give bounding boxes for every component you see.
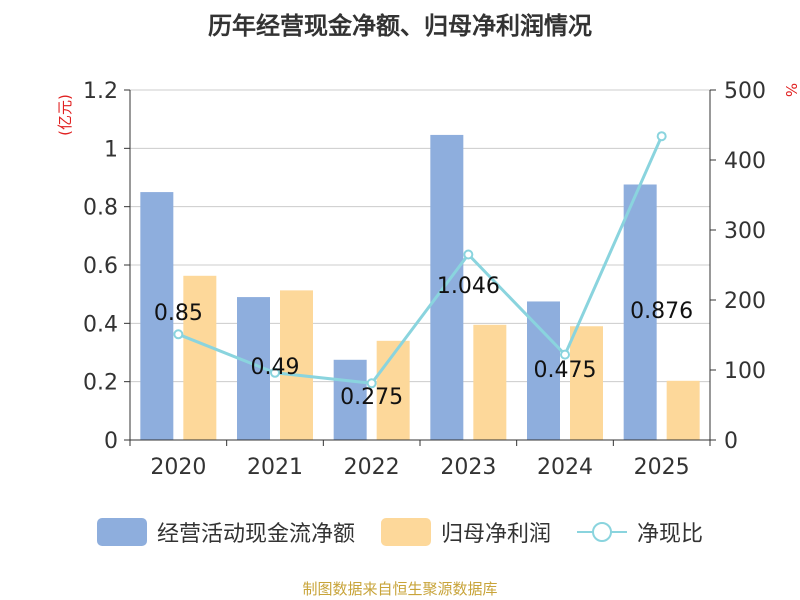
x-axis-tick-label: 2021 (247, 455, 303, 480)
data-label-cashflow-2025: 0.876 (630, 299, 693, 324)
data-label-cashflow-2023: 1.046 (437, 274, 500, 299)
legend-label-ratio: 净现比 (637, 522, 704, 547)
legend: 经营活动现金流净额 归母净利润 净现比 (0, 516, 800, 548)
left-axis-tick-label: 1.2 (83, 79, 118, 104)
left-axis-unit-label: (亿元) (56, 94, 74, 136)
data-label-cashflow-2022: 0.275 (340, 385, 403, 410)
left-axis-tick-label: 0.6 (83, 254, 118, 279)
data-label-cashflow-2020: 0.85 (154, 301, 203, 326)
right-axis-tick-label: 200 (724, 289, 766, 314)
x-axis-tick-label: 2020 (150, 455, 206, 480)
x-axis-tick-label: 2025 (634, 455, 690, 480)
legend-item-net-profit[interactable]: 归母净利润 (380, 516, 551, 548)
x-axis-tick-label: 2024 (537, 455, 593, 480)
point-ratio-2024 (560, 349, 570, 360)
bar-net-profit-2020 (183, 275, 217, 440)
bar-cashflow-2024 (527, 301, 560, 440)
bar-net-profit-2023 (473, 324, 507, 440)
data-label-cashflow-2021: 0.49 (251, 355, 300, 380)
x-axis-tick-label: 2022 (344, 455, 400, 480)
left-axis-tick-label: 0.4 (83, 312, 118, 337)
point-ratio-2023 (463, 249, 474, 260)
right-axis-tick-label: 500 (724, 79, 766, 104)
right-axis-tick-label: 400 (724, 149, 766, 174)
point-ratio-2025 (656, 131, 667, 142)
point-ratio-2022 (366, 378, 377, 389)
bar-net-profit-2021 (280, 290, 313, 440)
left-axis-tick-label: 0 (104, 429, 118, 454)
right-axis-unit-label: % (782, 83, 800, 97)
point-ratio-2021 (270, 367, 280, 378)
bar-cashflow-2025 (623, 184, 657, 440)
chart-title: 历年经营现金净额、归母净利润情况 (208, 12, 592, 40)
line-ratio (177, 135, 664, 385)
legend-label-net-profit: 归母净利润 (440, 522, 551, 547)
legend-item-cashflow[interactable]: 经营活动现金流净额 (96, 516, 355, 548)
legend-label-cashflow: 经营活动现金流净额 (156, 522, 355, 547)
legend-swatch-cashflow (96, 518, 147, 546)
legend-item-ratio[interactable]: 净现比 (577, 516, 703, 548)
point-ratio-2020 (173, 329, 184, 340)
bar-cashflow-2023 (430, 134, 464, 440)
x-axis-tick-label: 2023 (440, 455, 496, 480)
bar-cashflow-2022 (333, 359, 367, 440)
bar-net-profit-2025 (666, 380, 700, 440)
source-note: 制图数据来自恒生聚源数据库 (302, 580, 498, 598)
bar-net-profit-2022 (376, 340, 410, 440)
right-axis-tick-label: 100 (724, 359, 766, 384)
data-label-cashflow-2024: 0.475 (534, 358, 597, 383)
left-axis-tick-label: 1 (104, 137, 118, 162)
bar-cashflow-2020 (140, 192, 174, 440)
legend-swatch-ratio (577, 518, 627, 546)
left-axis-tick-label: 0.8 (83, 196, 118, 221)
right-axis-tick-label: 0 (724, 429, 738, 454)
bar-net-profit-2024 (570, 326, 603, 440)
legend-swatch-net-profit (380, 518, 431, 546)
right-axis-tick-label: 300 (724, 219, 766, 244)
left-axis-tick-label: 0.2 (83, 371, 118, 396)
